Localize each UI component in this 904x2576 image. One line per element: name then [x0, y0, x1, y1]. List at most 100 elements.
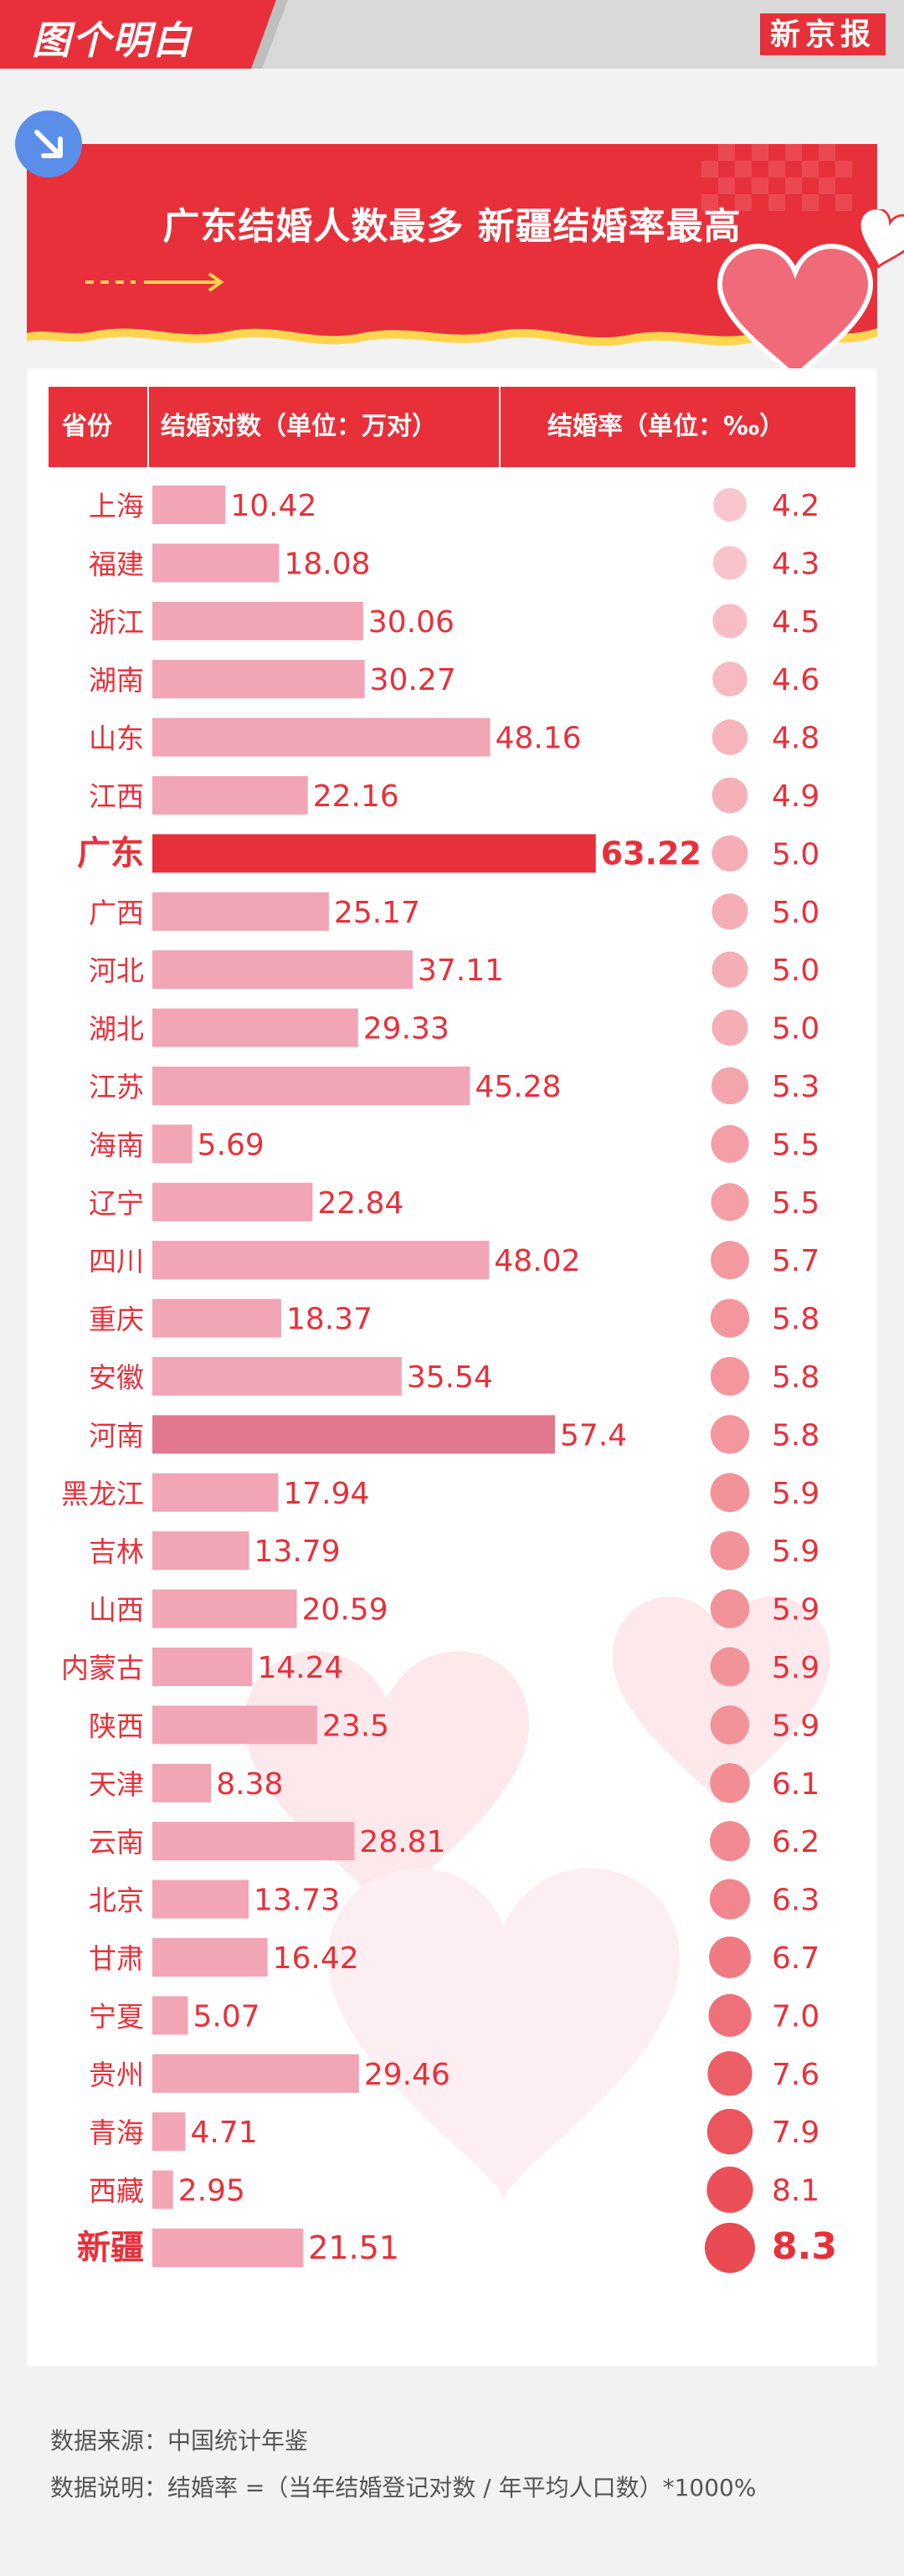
province-label: 北京: [89, 1884, 144, 1917]
rate-value: 5.5: [772, 1128, 819, 1162]
header-province: 省份: [62, 412, 112, 441]
rate-dot: [709, 1879, 751, 1920]
couples-bar: [152, 892, 329, 931]
data-table: 省份 结婚对数（单位：万对） 结婚率（单位：‰） 上海 10.42 4.2 福建 18.…: [27, 368, 877, 2366]
couples-value: 5.69: [198, 1128, 265, 1162]
couples-bar: [152, 2054, 359, 2093]
rate-value: 5.8: [772, 1303, 819, 1337]
rate-dot: [705, 2223, 755, 2273]
province-label: 山东: [89, 722, 144, 755]
rate-value: 5.9: [772, 1709, 819, 1743]
couples-bar: [152, 486, 226, 524]
couples-bar: [152, 950, 413, 990]
rate-dot: [713, 488, 747, 522]
province-label: 辽宁: [89, 1187, 144, 1220]
rate-dot: [712, 546, 747, 580]
province-label: 海南: [89, 1129, 144, 1161]
page-title: 广东结婚人数最多 新疆结婚率最高: [162, 205, 742, 248]
couples-value: 18.08: [285, 547, 371, 581]
couples-bar: [152, 1473, 279, 1512]
couples-bar: [152, 1531, 249, 1571]
couples-value: 37.11: [418, 954, 504, 988]
couples-value: 8.38: [216, 1767, 283, 1802]
province-label: 上海: [89, 490, 144, 522]
couples-bar: [152, 717, 491, 757]
couples-bar: [152, 2112, 186, 2152]
province-label: 重庆: [89, 1303, 144, 1336]
rate-value: 8.3: [772, 2225, 837, 2268]
rate-dot: [710, 1763, 750, 1803]
couples-value: 48.16: [496, 722, 582, 756]
rate-value: 4.8: [772, 722, 819, 756]
heart-icon: [858, 209, 904, 269]
province-label: 湖南: [89, 664, 144, 697]
arrow-down-right-icon: [34, 130, 63, 158]
province-label: 河北: [89, 954, 144, 987]
couples-bar: [152, 776, 308, 815]
province-label: 天津: [89, 1768, 144, 1801]
rate-value: 5.0: [772, 837, 819, 872]
couples-bar: [152, 834, 596, 873]
newspaper-logo: 新京报: [759, 13, 886, 55]
province-label: 吉林: [89, 1535, 144, 1568]
rate-value: 6.2: [772, 1825, 819, 1859]
couples-value: 23.5: [322, 1709, 389, 1743]
rate-value: 4.2: [772, 489, 819, 523]
couples-bar: [152, 660, 365, 699]
couples-bar: [152, 1822, 355, 1861]
rate-dot: [710, 1705, 750, 1745]
couples-value: 57.4: [560, 1418, 627, 1453]
couples-value: 13.79: [254, 1535, 341, 1569]
province-label: 西藏: [89, 2175, 144, 2208]
province-label: 新疆: [77, 2229, 144, 2267]
table-header: 省份 结婚对数（单位：万对） 结婚率（单位：‰）: [49, 387, 855, 467]
rate-dot: [712, 661, 747, 697]
rate-dot: [711, 719, 748, 755]
province-label: 甘肃: [89, 1942, 144, 1975]
rate-dot: [710, 1298, 750, 1338]
rate-value: 7.0: [772, 1999, 819, 2034]
rate-value: 4.9: [772, 779, 819, 814]
couples-value: 18.37: [286, 1303, 372, 1337]
rate-dot: [710, 1473, 750, 1513]
couples-bar: [152, 1996, 188, 2035]
rate-dot: [711, 951, 748, 988]
rate-dot: [709, 1936, 751, 1978]
couples-value: 30.06: [368, 605, 455, 640]
province-label: 陕西: [89, 1710, 144, 1742]
couples-value: 48.02: [494, 1244, 580, 1278]
rate-value: 5.7: [772, 1244, 819, 1278]
rate-dot: [710, 1356, 750, 1396]
couples-value: 45.28: [475, 1070, 561, 1104]
couples-value: 13.73: [254, 1884, 340, 1918]
rate-dot: [711, 835, 748, 872]
province-label: 江西: [89, 780, 144, 813]
couples-value: 5.07: [193, 1999, 259, 2034]
couples-bar: [152, 1241, 490, 1280]
dashed-arrow-icon: [85, 272, 224, 292]
rate-value: 5.5: [772, 1186, 819, 1221]
torn-edge-decoration: [27, 311, 877, 347]
rate-value: 7.6: [772, 2058, 819, 2092]
couples-value: 29.33: [363, 1012, 449, 1046]
rate-value: 5.0: [772, 1012, 819, 1046]
rate-dot: [710, 1821, 750, 1862]
province-label: 青海: [89, 2116, 144, 2149]
couples-value: 25.17: [334, 896, 420, 930]
province-label: 内蒙古: [61, 1652, 144, 1684]
couples-value: 10.42: [230, 489, 316, 523]
rate-value: 4.5: [772, 605, 819, 640]
province-label: 四川: [89, 1245, 144, 1278]
heart-icon: [717, 244, 874, 383]
couples-bar: [152, 1705, 317, 1745]
province-label: 浙江: [89, 606, 144, 639]
rate-dot: [707, 2051, 752, 2096]
couples-value: 22.16: [313, 779, 399, 814]
couples-bar: [152, 1067, 470, 1105]
rate-dot: [710, 1415, 750, 1454]
rate-value: 5.9: [772, 1593, 819, 1627]
rate-dot: [711, 1183, 749, 1221]
rate-dot: [711, 893, 748, 930]
rate-value: 5.9: [772, 1477, 819, 1511]
province-label: 福建: [89, 548, 144, 580]
